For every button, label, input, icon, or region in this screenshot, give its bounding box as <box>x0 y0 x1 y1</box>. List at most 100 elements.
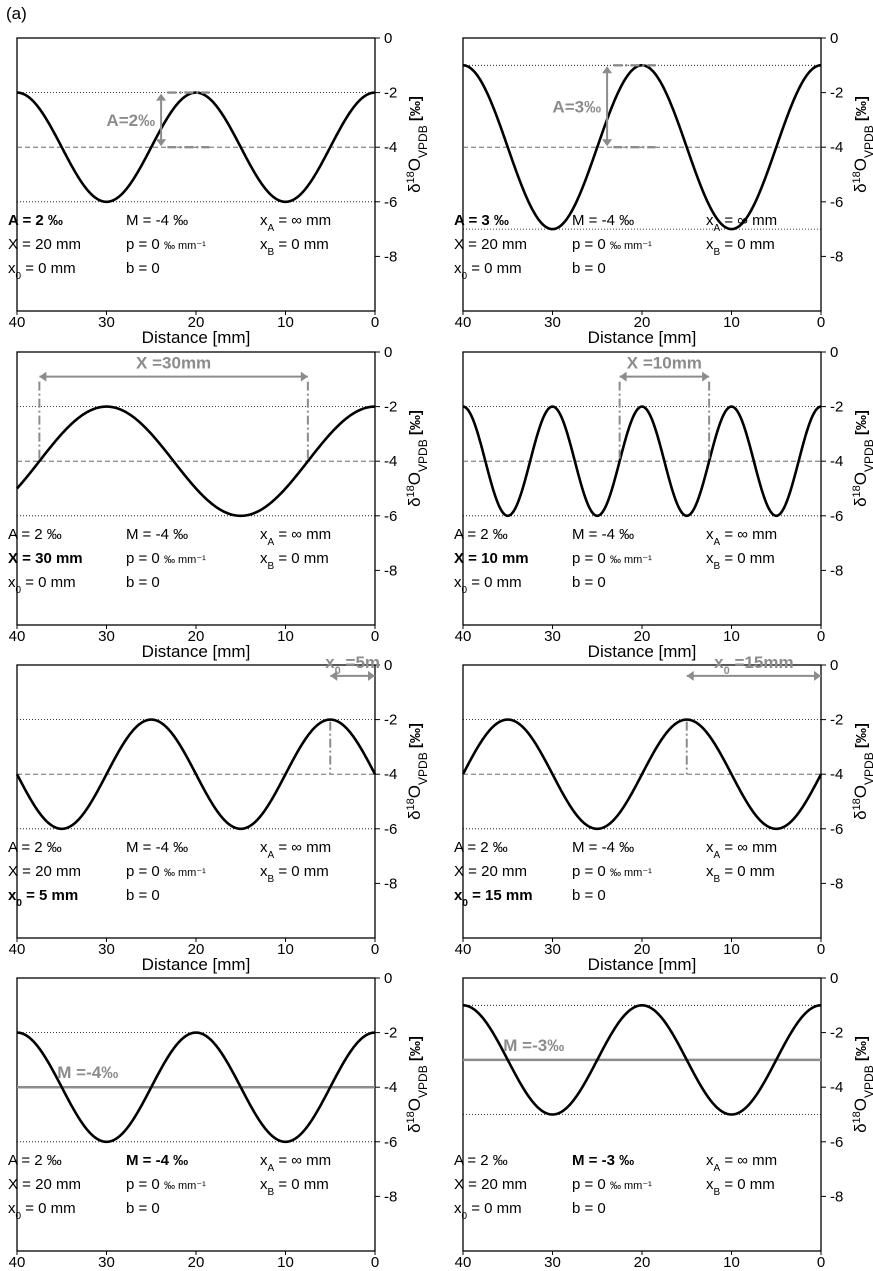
param-text-part: p = 0 <box>572 236 610 253</box>
param-text-part: = 0 mm <box>720 863 775 880</box>
y-axis-title-part: O <box>851 1098 870 1111</box>
chart-panel: 0 -2 -4 -6 -8 40 30 20 10 0 Distance [mm] δ18OVPDB … <box>454 344 873 661</box>
y-axis-title-part: O <box>405 785 424 798</box>
y-axis-title-part: [‰] <box>407 1036 424 1065</box>
param-text-part: = ∞ mm <box>274 526 331 543</box>
x-tick-label: 10 <box>277 941 294 958</box>
param-text-part: = ∞ mm <box>274 212 331 229</box>
annotation-arrowhead <box>156 139 167 147</box>
param-text-part: = ∞ mm <box>274 839 331 856</box>
x-tick-label: 10 <box>723 1254 740 1271</box>
param-text-part: ‰ mm⁻¹ <box>610 554 652 566</box>
param-text-part: = 0 mm <box>720 236 775 253</box>
x-tick-label: 40 <box>455 628 472 645</box>
y-tick-label: -8 <box>384 562 397 579</box>
annotation-arrowhead <box>602 139 613 147</box>
x-tick-label: 20 <box>634 1254 651 1271</box>
param-x-text: X = 20 mm <box>8 863 81 880</box>
x-tick-label: 10 <box>723 628 740 645</box>
x-tick-label: 30 <box>98 1254 115 1271</box>
x-tick-label: 0 <box>371 1254 379 1271</box>
y-axis-title-part: VPDB <box>862 1065 873 1098</box>
y-tick-label: -4 <box>830 453 843 470</box>
param-text-part: x <box>454 887 463 904</box>
param-b-text: b = 0 <box>126 887 160 904</box>
y-tick-label: -8 <box>830 562 843 579</box>
x-tick-label: 30 <box>544 941 561 958</box>
param-text-part: = 0 mm <box>274 236 329 253</box>
y-tick-label: 0 <box>830 970 838 987</box>
annotation-arrowhead <box>368 670 375 681</box>
annotation-label: M =-4‰ <box>57 1063 118 1082</box>
y-tick-label: -2 <box>830 85 843 102</box>
x-tick-label: 30 <box>544 628 561 645</box>
param-x-text: X = 20 mm <box>8 236 81 253</box>
annotation-label: X =10mm <box>627 354 702 373</box>
param-xa-text: xA = ∞ mm <box>260 526 331 548</box>
param-text-part: 0 <box>16 585 22 596</box>
param-text-part: x <box>706 526 714 543</box>
y-tick-label: -2 <box>384 1025 397 1042</box>
param-xa-text: xA = ∞ mm <box>260 839 331 861</box>
y-axis-title-part: [‰] <box>853 723 870 752</box>
param-text-part: A <box>714 223 721 234</box>
x-tick-label: 40 <box>9 628 26 645</box>
param-text-part: A <box>714 1163 721 1174</box>
y-tick-label: -2 <box>830 399 843 416</box>
y-tick-label: 0 <box>384 657 392 674</box>
param-p-text: p = 0 ‰ mm⁻¹ <box>572 1176 652 1193</box>
param-text-part: = ∞ mm <box>720 839 777 856</box>
param-b-text: b = 0 <box>572 1200 606 1217</box>
param-text-part: x <box>8 260 16 277</box>
param-text-part: A <box>268 537 275 548</box>
param-text-part: ‰ mm⁻¹ <box>610 867 652 879</box>
series-line <box>16 1031 376 1144</box>
y-tick-label: 0 <box>384 344 392 361</box>
annotation-label: X =30mm <box>136 354 211 373</box>
y-axis-title: δ18OVPDB [‰] <box>405 723 430 820</box>
param-text-part: = 0 mm <box>467 1200 522 1217</box>
param-a-text: A = 2 ‰ <box>8 526 62 543</box>
param-x0-text: x0 = 0 mm <box>454 574 522 596</box>
y-tick-label: -6 <box>830 1134 843 1151</box>
annotation-arrowhead <box>300 371 308 382</box>
x-axis-title: Distance [mm] <box>142 642 251 661</box>
param-text-part: p = 0 <box>126 1176 164 1193</box>
y-axis-title-part: 18 <box>851 1111 863 1123</box>
x-tick-label: 10 <box>723 314 740 331</box>
y-axis-title-part: [‰] <box>853 1036 870 1065</box>
param-text-part: x <box>260 1176 268 1193</box>
param-a-text: A = 2 ‰ <box>454 1152 508 1169</box>
annotation-label-part: x <box>325 653 335 672</box>
param-text-part: = ∞ mm <box>720 212 777 229</box>
annotation-arrowhead <box>39 371 47 382</box>
param-xa-text: xA = ∞ mm <box>706 839 777 861</box>
series-line <box>461 718 823 831</box>
y-axis-title-part: δ <box>405 497 424 506</box>
y-axis-title-part: δ <box>851 1123 870 1132</box>
param-text-part: p = 0 <box>126 550 164 567</box>
y-axis-title-part: 18 <box>405 485 417 497</box>
param-xb-text: xB = 0 mm <box>260 236 329 258</box>
param-text-part: = 0 mm <box>274 863 329 880</box>
x-axis-title: Distance [mm] <box>142 1268 251 1271</box>
x-tick-label: 10 <box>277 1254 294 1271</box>
annotation-arrowhead <box>814 670 821 681</box>
x-tick-label: 0 <box>371 941 379 958</box>
x-tick-label: 40 <box>455 1254 472 1271</box>
x-tick-label: 30 <box>544 314 561 331</box>
series-line <box>462 1003 822 1116</box>
y-axis-title-part: [‰] <box>853 410 870 439</box>
param-p-text: p = 0 ‰ mm⁻¹ <box>126 550 206 567</box>
param-text-part: B <box>268 1187 275 1198</box>
annotation-label-part: 0 <box>335 665 341 677</box>
param-text-part: B <box>714 1187 721 1198</box>
chart-panel: 0 -2 -4 -6 -8 40 30 20 10 0 Distance [mm] δ18OVPDB … <box>454 30 873 347</box>
y-axis-title: δ18OVPDB [‰] <box>851 96 873 193</box>
param-text-part: x <box>706 1176 714 1193</box>
y-axis-title-part: 18 <box>405 1111 417 1123</box>
param-p-text: p = 0 ‰ mm⁻¹ <box>126 863 206 880</box>
x-tick-label: 10 <box>277 314 294 331</box>
annotation-arrowhead <box>686 670 694 681</box>
y-axis-title-part: [‰] <box>853 96 870 125</box>
